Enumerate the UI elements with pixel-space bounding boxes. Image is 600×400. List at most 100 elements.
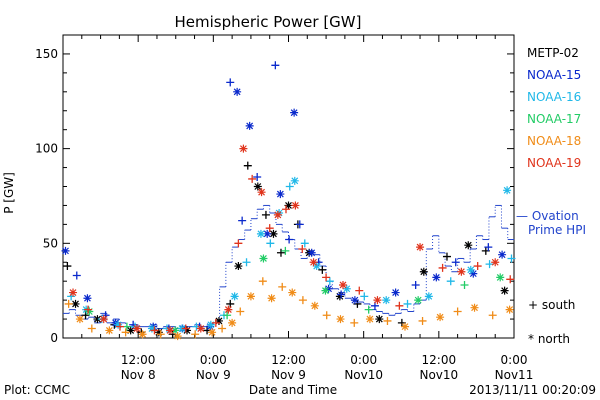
data-point-north [208,328,217,337]
data-point-north [228,318,237,327]
data-point-north [259,254,268,263]
data-point-north [336,315,345,324]
data-point-south [355,286,364,295]
x-tick-time-label: 0:00 [501,353,528,367]
data-point-south [453,307,462,316]
data-point-north [288,288,297,297]
data-point-north [269,229,278,238]
y-tick-label: 0 [50,331,58,345]
data-point-north [290,176,299,185]
series-noaa-16 [67,176,516,333]
plot-credit: Plot: CCMC [4,383,70,397]
data-point-north [424,292,433,301]
y-tick-label: 100 [35,142,58,156]
data-point-north [234,262,243,271]
series-noaa-15 [61,61,507,333]
data-point-south [191,330,200,339]
data-point-south [460,280,469,289]
data-point-south [442,252,451,261]
data-point-north [464,241,473,250]
data-point-south [116,322,125,331]
x-tick-date-label: Nov 8 [121,368,156,382]
data-point-north [470,303,479,312]
legend-entry: NOAA-19 [527,156,581,170]
data-point-north [69,288,78,297]
data-point-south [403,299,412,308]
data-point-south [364,305,373,314]
data-point-south [451,258,460,267]
data-point-north [321,286,330,295]
data-point-south [278,282,287,291]
data-point-south [72,271,81,280]
data-point-south [236,307,245,316]
data-point-north [233,87,242,96]
data-point-north [85,307,94,316]
data-point-north [245,121,254,130]
data-point-north [373,296,382,305]
data-point-south [258,277,267,286]
series-noaa-17 [85,246,505,335]
data-point-north [310,301,319,310]
data-point-north [416,243,425,252]
data-point-south [318,265,327,274]
data-point-south [248,174,257,183]
x-tick-date-label: Nov10 [419,368,458,382]
data-point-south [64,299,73,308]
x-tick-time-label: 0:00 [350,353,377,367]
data-points [61,61,516,341]
data-point-north [273,210,282,219]
x-tick-date-label: Nov10 [344,368,383,382]
data-point-north [126,326,135,335]
data-point-north [183,326,192,335]
data-point-north [324,284,333,293]
data-point-north [173,332,182,341]
data-point-north [257,188,266,197]
data-point-south [473,262,482,271]
legend-ovation-line1: — Ovation [516,209,579,223]
x-tick-date-label: Nov 9 [271,368,306,382]
data-point-south [506,275,515,284]
data-point-south [276,248,285,257]
data-point-south [325,277,334,286]
data-point-south [226,78,235,87]
data-point-south [350,318,359,327]
x-tick-date-label: Nov11 [495,368,534,382]
data-point-north [230,292,239,301]
x-tick-time-label: 0:00 [200,353,227,367]
data-point-south [238,216,247,225]
data-point-south [418,316,427,325]
data-point-north [414,296,423,305]
data-point-north [105,326,114,335]
data-point-north [496,273,505,282]
data-point-north [419,267,428,276]
data-point-south [488,311,497,320]
data-point-south [261,210,270,219]
data-point-south [383,316,392,325]
data-point-south [253,173,262,182]
data-point-south [322,311,331,320]
data-point-south [281,205,290,214]
data-point-north [256,229,265,238]
data-point-south [129,320,138,329]
data-point-north [342,284,351,293]
data-point-north [391,288,400,297]
data-point-south [298,296,307,305]
data-point-north [338,280,347,289]
data-point-south [285,182,294,191]
x-tick-time-label: 12:00 [422,353,457,367]
data-point-south [87,324,96,333]
data-point-north [75,315,84,324]
series-noaa-19 [69,144,515,335]
data-point-north [196,324,205,333]
data-point-north [246,292,255,301]
data-point-north [239,144,248,153]
legend: METP-02 NOAA-15 NOAA-16 NOAA-17 NOAA-18 NOAA-… [516,46,586,346]
data-point-south [281,246,290,255]
legend-entry: METP-02 [527,46,579,60]
data-point-south [223,311,232,320]
data-point-north [166,326,175,335]
data-point-north [382,296,391,305]
legend-entry: NOAA-16 [527,90,581,104]
